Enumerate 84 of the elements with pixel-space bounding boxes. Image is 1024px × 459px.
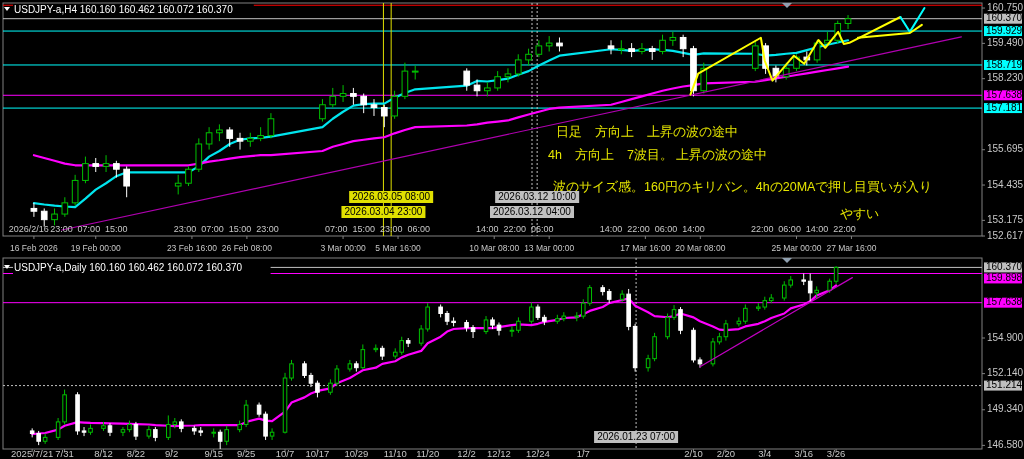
x2-tick-label: 07:00 — [201, 224, 224, 234]
ref-line-label: 158.719 — [986, 58, 1023, 70]
x2-tick-label: 06:00 — [654, 224, 678, 234]
x2-tick-label: 06:00 — [531, 224, 554, 234]
y-tick-label: 146.580 — [987, 439, 1024, 451]
x2-tick-label: 15:00 — [105, 224, 128, 234]
x-tick-label: 2025/7/21 — [11, 448, 54, 459]
y-tick-label: 154.435 — [987, 178, 1024, 190]
annotation: やすい — [840, 207, 879, 222]
x2-tick-label: 14:00 — [682, 224, 705, 234]
ref-line-label: 157.181 — [986, 101, 1023, 113]
y-tick-label: 152.140 — [987, 367, 1024, 379]
x-tick-label: 12/2 — [457, 448, 476, 459]
y-tick-label: 155.695 — [987, 143, 1024, 155]
x2-tick-label: 22:00 — [627, 224, 650, 234]
ref-line-label: 157.638 — [986, 88, 1023, 100]
x2-tick-label: 07:00 — [77, 224, 101, 234]
chart-title: USDJPY-a,Daily 160.160 160.462 160.072 160.370 — [14, 261, 243, 273]
x2-tick-label: 14:00 — [476, 224, 499, 234]
x2-tick-label: 15:00 — [228, 224, 252, 234]
y-tick-label: 160.750 — [987, 1, 1024, 13]
x-tick-label: 19 Feb 00:00 — [70, 243, 122, 253]
x-tick-label: 17 Mar 16:00 — [620, 243, 671, 253]
x-tick-label: 11/10 — [383, 448, 407, 459]
x2-tick-label: 14:00 — [805, 224, 829, 234]
ref-line-label: 2026.03.12 04:00 — [493, 205, 572, 217]
x-tick-label: 10 Mar 08:00 — [469, 243, 520, 253]
x2-tick-label: 22:00 — [750, 224, 774, 234]
x-tick-label: 12/24 — [525, 448, 550, 459]
x2-tick-label: 22:00 — [503, 224, 527, 234]
x-tick-label: 13 Mar 00:00 — [524, 243, 575, 253]
x-tick-label: 3/26 — [826, 448, 846, 459]
ref-line-label: 2026.03.05 08:00 — [352, 190, 431, 202]
x-tick-label: 16 Feb 2026 — [10, 243, 59, 253]
ref-line-label: 2026.03.04 23:00 — [344, 205, 423, 217]
x-tick-label: 10/7 — [275, 448, 295, 459]
x2-tick-label: 23:00 — [50, 224, 73, 234]
y-tick-label: 159.490 — [987, 37, 1024, 48]
x2-tick-label: 07:00 — [324, 224, 348, 234]
x-tick-label: 7/31 — [55, 448, 74, 459]
annotation: 日足 方向上 上昇の波の途中 — [556, 124, 738, 140]
x2-tick-label: 15:00 — [352, 224, 375, 234]
x-tick-label: 8/22 — [126, 448, 146, 459]
chart-title: USDJPY-a,H4 160.160 160.462 160.072 160.370 — [14, 3, 234, 15]
x-tick-label: 25 Mar 00:00 — [771, 243, 822, 253]
ref-line-label: 159.929 — [986, 24, 1023, 36]
x2-tick-label: 06:00 — [778, 224, 801, 234]
x-tick-label: 8/12 — [94, 448, 113, 459]
x-tick-label: 2/10 — [684, 448, 703, 459]
x-tick-label: 5 Mar 16:00 — [375, 243, 421, 253]
ref-line-label: 160.370 — [986, 12, 1023, 24]
y-tick-label: 158.230 — [987, 72, 1024, 84]
x2-tick-label: 22:00 — [833, 224, 856, 234]
x-tick-label: 2/20 — [716, 448, 736, 459]
x-tick-label: 10/29 — [344, 448, 369, 459]
x-tick-label: 3/16 — [794, 448, 813, 459]
x2-tick-label: 23:00 — [256, 224, 279, 234]
x-tick-label: 26 Feb 08:00 — [221, 243, 273, 253]
y-tick-label: 154.900 — [987, 331, 1024, 343]
x-tick-label: 1/7 — [576, 448, 590, 459]
x2-tick-label: 14:00 — [599, 224, 623, 234]
x-tick-label: 10/17 — [305, 448, 330, 459]
x-tick-label: 12/12 — [487, 448, 511, 459]
x-tick-label: 23 Feb 16:00 — [166, 243, 218, 253]
x-tick-label: 9/15 — [204, 448, 223, 459]
ref-line-label: 159.898 — [986, 272, 1023, 284]
x-tick-label: 9/25 — [236, 448, 256, 459]
x2-tick-label: 23:00 — [173, 224, 197, 234]
x-tick-label: 9/2 — [164, 448, 179, 459]
ref-line-label: 151.214 — [986, 379, 1023, 391]
x-tick-label: 27 Mar 16:00 — [826, 243, 877, 253]
annotation: 4h 方向上 7波目。 上昇の波の途中 — [548, 147, 768, 163]
y-tick-label: 149.340 — [987, 403, 1024, 415]
x2-tick-label: 06:00 — [407, 224, 430, 234]
x-tick-label: 3/4 — [758, 448, 772, 459]
x-tick-label: 11/20 — [416, 448, 440, 459]
ref-line-label: 2026.01.23 07:00 — [597, 430, 676, 442]
y-tick-label: 152.617 — [987, 229, 1024, 241]
x2-tick-label: 2026/2/16 — [8, 224, 49, 234]
x-tick-label: 3 Mar 00:00 — [320, 243, 367, 253]
y-tick-label: 153.175 — [987, 214, 1024, 225]
ref-line-label: 157.638 — [986, 296, 1023, 308]
x-tick-label: 20 Mar 08:00 — [675, 243, 726, 253]
ref-line-label: 160.370 — [986, 261, 1023, 273]
